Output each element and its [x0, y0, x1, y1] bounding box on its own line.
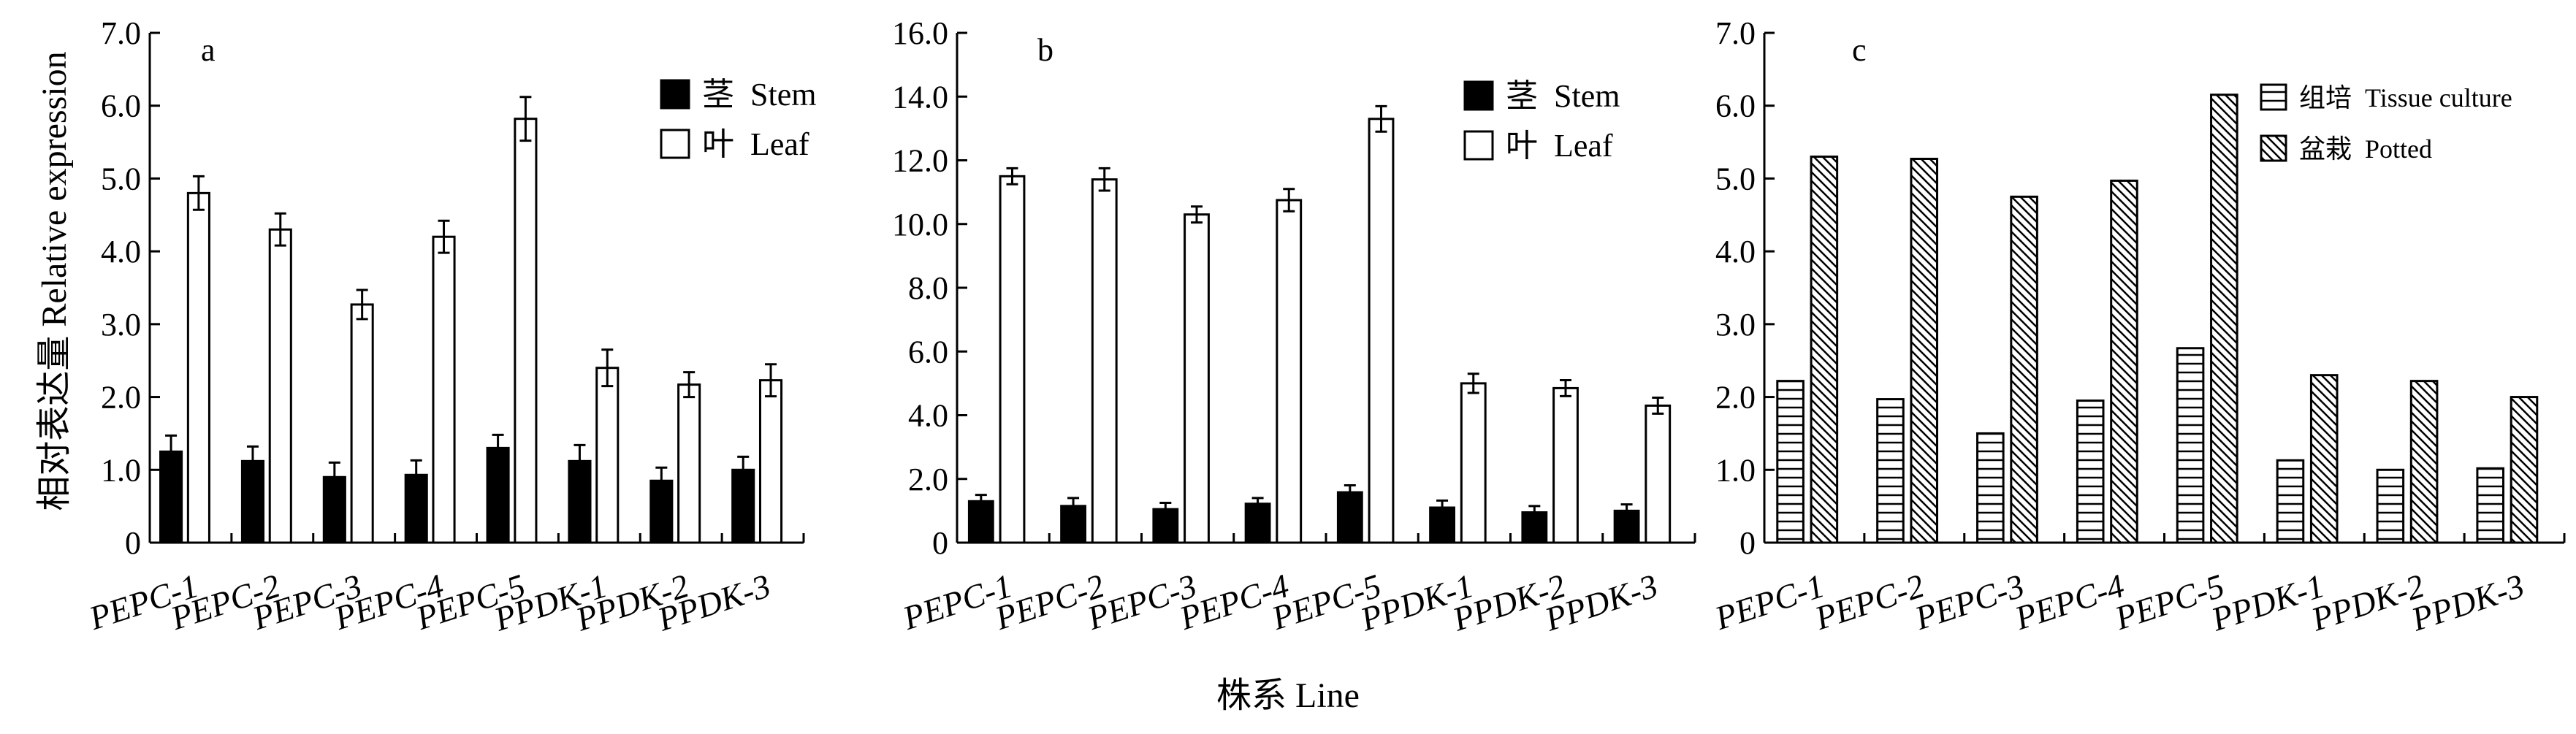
y-tick-label: 16.0 [892, 15, 948, 51]
panel-letter: c [1852, 32, 1867, 68]
bar-diag [1910, 158, 1939, 544]
panel-b: 02.04.06.08.010.012.014.016.0PEPC-1PEPC-… [892, 15, 1696, 638]
bar-white [1368, 118, 1395, 544]
y-tick-label: 5.0 [1715, 161, 1756, 196]
bar-hlines [1776, 380, 1805, 544]
bar-hlines [2276, 459, 2305, 544]
bar-diag [2510, 396, 2539, 544]
legend-label: 组培 Tissue culture [2299, 83, 2512, 112]
bar-white [758, 379, 783, 544]
bar-white [1645, 404, 1672, 544]
legend-swatch [1463, 80, 1494, 111]
y-tick-label: 2.0 [908, 462, 948, 497]
bar-hlines [2076, 400, 2105, 544]
legend-swatch [660, 79, 690, 110]
bar-diag [2110, 179, 2138, 544]
panel-c: 01.02.03.04.05.06.07.0PEPC-1PEPC-2PEPC-3… [1710, 15, 2566, 638]
legend-swatch [2260, 83, 2287, 111]
y-tick-label: 3.0 [101, 307, 141, 343]
panel-a: 01.02.03.04.05.06.07.0PEPC-1PEPC-2PEPC-3… [84, 15, 817, 638]
bar-black [1336, 491, 1363, 544]
bar-diag [2010, 195, 2038, 544]
y-tick-label: 7.0 [1715, 15, 1756, 51]
bar-diag [2309, 374, 2339, 544]
bar-diag [2409, 380, 2439, 544]
bar-hlines [2176, 347, 2205, 544]
bar-hlines [2376, 468, 2405, 544]
legend-label: 叶 Leaf [1506, 128, 1613, 164]
y-tick-label: 6.0 [908, 334, 948, 370]
y-tick-label: 12.0 [892, 143, 948, 179]
bar-white [350, 303, 374, 544]
y-tick-label: 4.0 [101, 234, 141, 269]
y-tick-label: 1.0 [101, 452, 141, 488]
y-tick-label: 4.0 [908, 398, 948, 434]
panel-letter: b [1037, 32, 1053, 68]
bar-white [1091, 178, 1118, 544]
y-tick-label: 7.0 [101, 15, 141, 51]
y-tick-label: 8.0 [908, 270, 948, 306]
legend-swatch [1463, 130, 1494, 161]
bar-white [1276, 199, 1303, 544]
y-tick-label: 1.0 [1715, 452, 1756, 488]
y-tick-label: 5.0 [101, 161, 141, 196]
bar-diag [1810, 156, 1839, 544]
bar-white [1460, 382, 1487, 544]
bar-black [486, 446, 510, 544]
bar-white [677, 383, 701, 544]
bar-white [1184, 213, 1210, 544]
y-tick-label: 3.0 [1715, 307, 1756, 343]
y-tick-label: 0 [125, 525, 141, 561]
legend-label: 茎 Stem [702, 77, 816, 112]
bar-white [999, 175, 1026, 544]
legend-label: 盆栽 Potted [2299, 134, 2432, 164]
legend-swatch [2260, 134, 2287, 162]
legend-label: 叶 Leaf [702, 126, 809, 162]
y-tick-label: 2.0 [101, 380, 141, 416]
bar-diag [2210, 93, 2238, 544]
y-tick-label: 6.0 [1715, 88, 1756, 124]
y-tick-label: 4.0 [1715, 234, 1756, 269]
legend-swatch [660, 129, 690, 159]
y-tick-label: 14.0 [892, 79, 948, 115]
legend-label: 茎 Stem [1506, 78, 1620, 114]
y-tick-label: 6.0 [101, 88, 141, 124]
y-tick-label: 0 [1739, 525, 1756, 561]
y-tick-label: 0 [932, 525, 948, 561]
bar-white [595, 367, 620, 544]
bar-hlines [2476, 467, 2505, 544]
bar-white [514, 118, 538, 544]
bar-hlines [1976, 432, 2005, 544]
bar-hlines [1876, 398, 1905, 544]
bar-white [1552, 386, 1579, 544]
bar-white [268, 228, 292, 544]
y-tick-label: 2.0 [1715, 380, 1756, 416]
y-tick-label: 10.0 [892, 207, 948, 242]
x-axis-label: 株系 Line [1216, 676, 1360, 715]
bar-white [186, 191, 210, 544]
y-axis-label: 相对表达量 Relative expression [35, 51, 74, 511]
category-label: PPDK-3 [2407, 567, 2529, 638]
bar-white [432, 235, 456, 544]
panel-letter: a [201, 32, 216, 68]
